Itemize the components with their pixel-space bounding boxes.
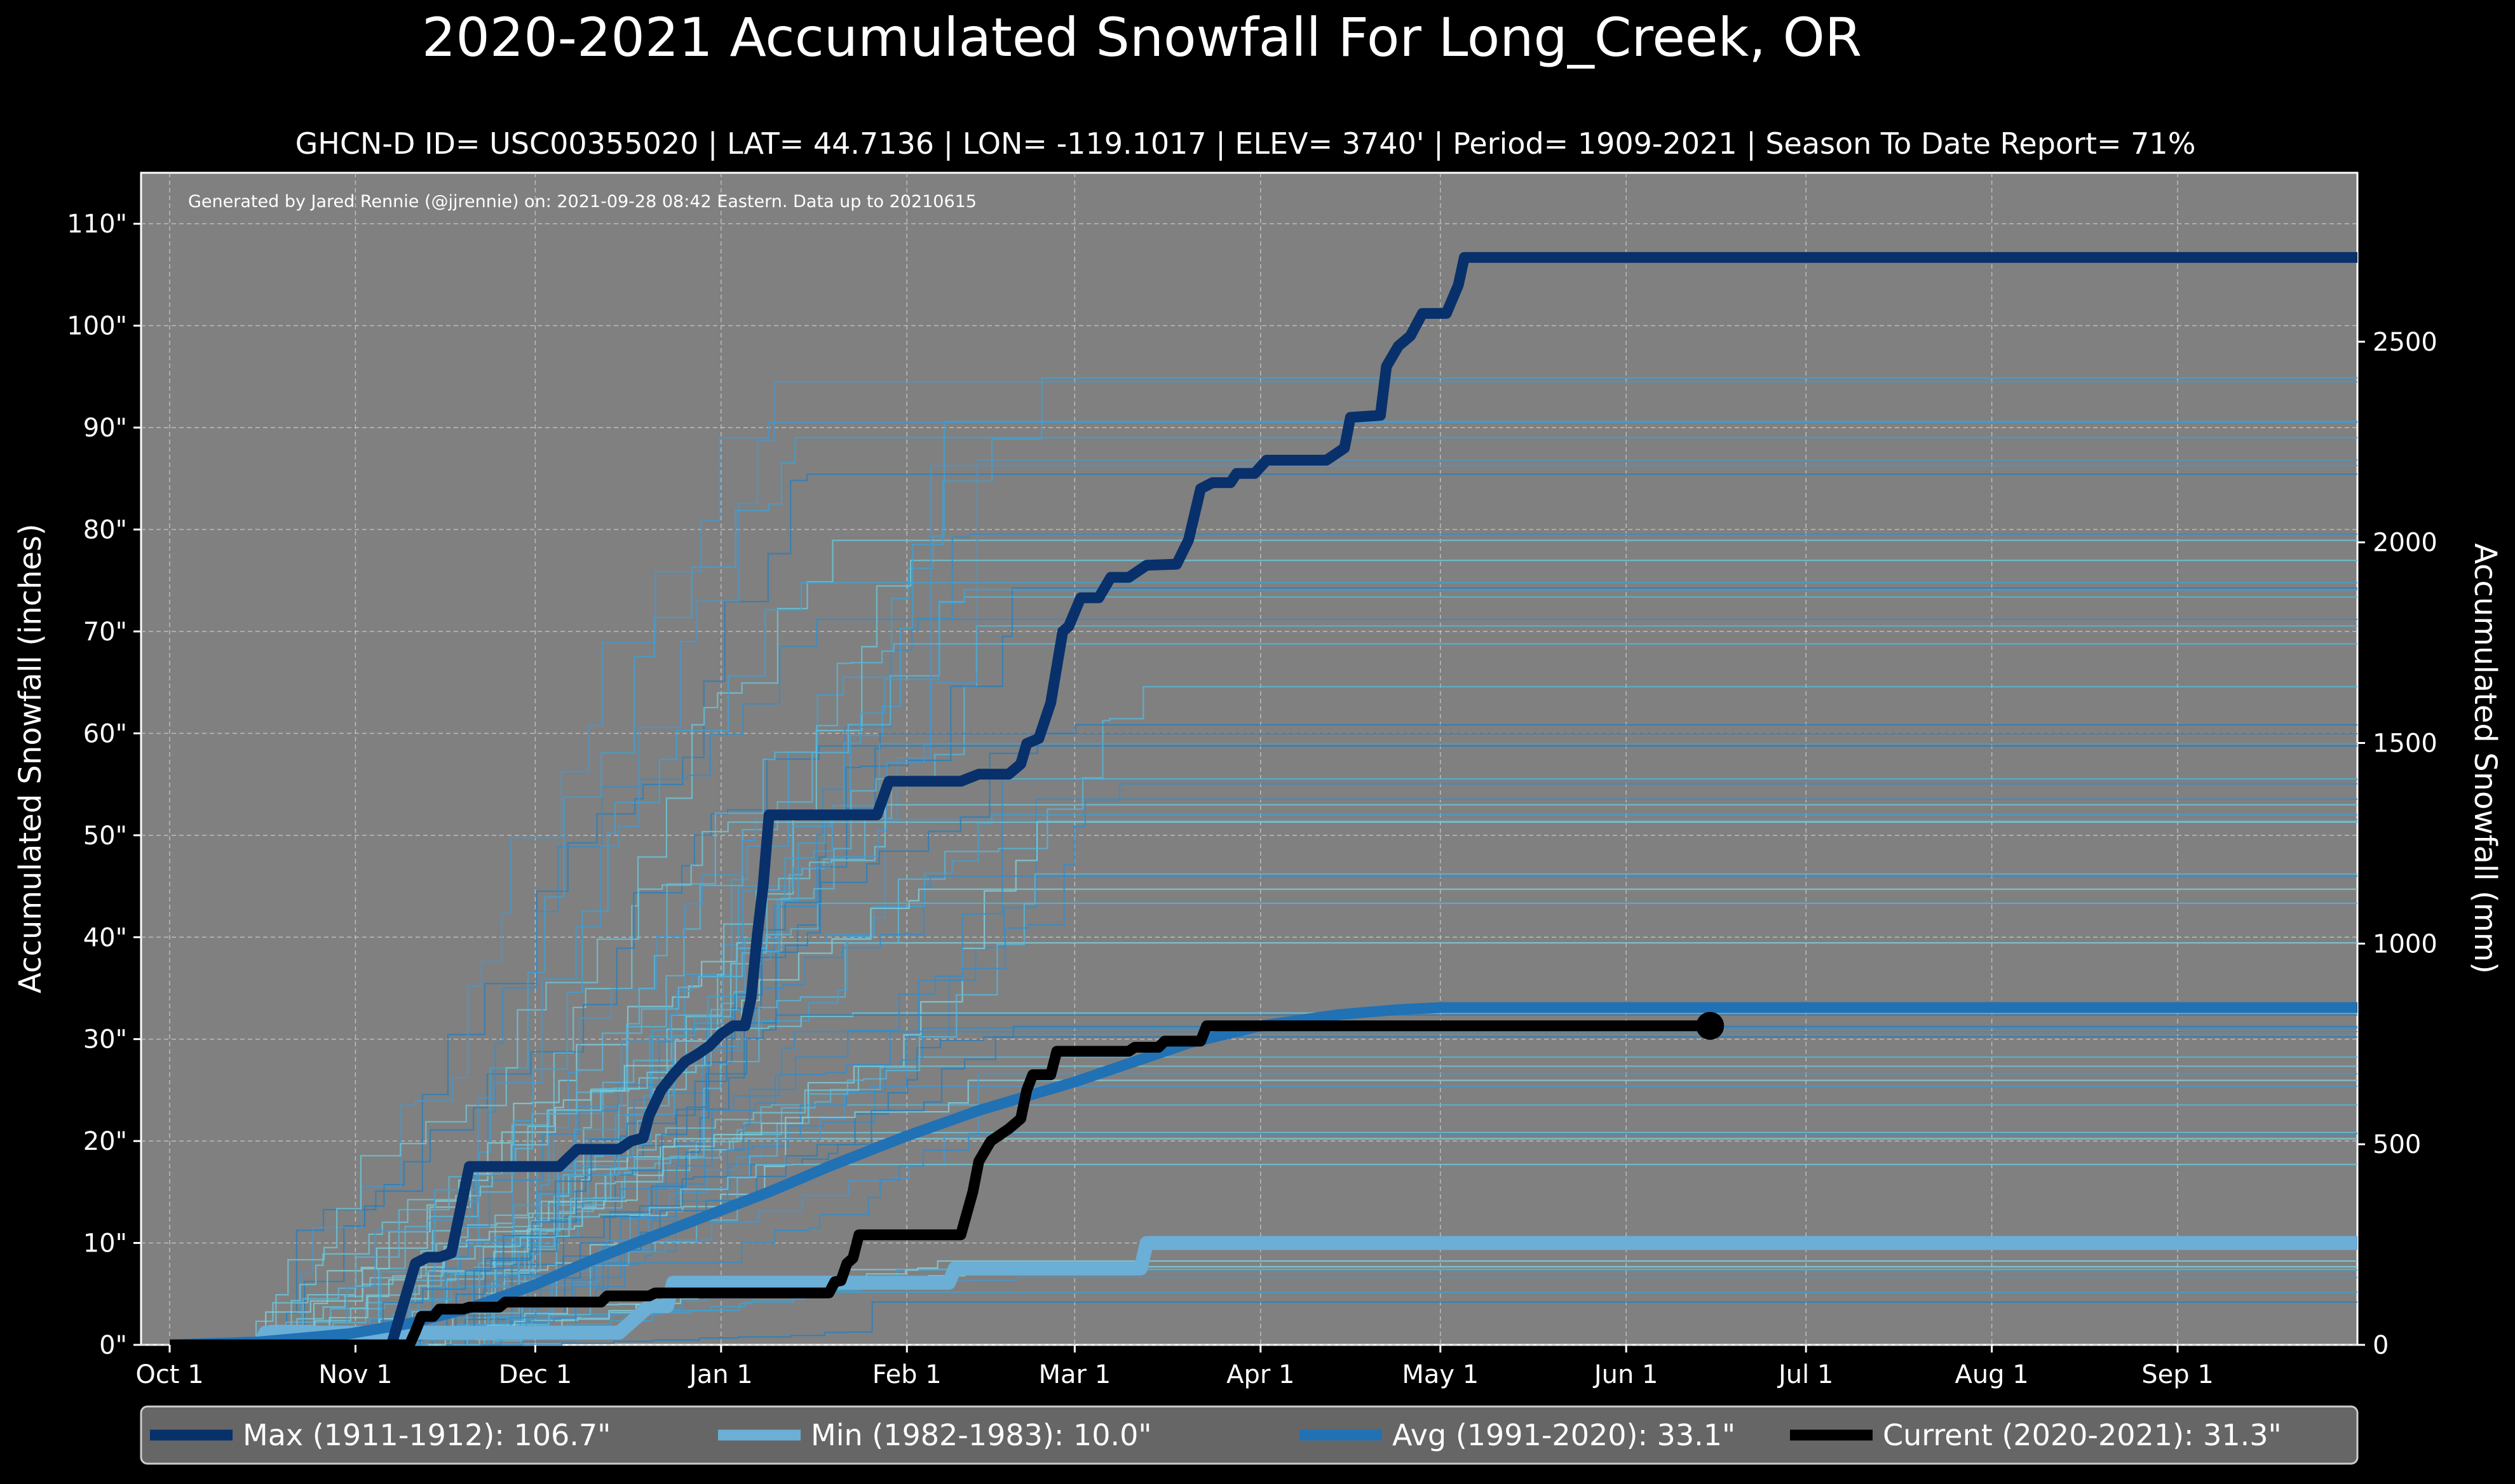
y2-tick-label: 2000 — [2373, 529, 2437, 558]
y2-tick-label: 2500 — [2373, 328, 2437, 357]
x-tick-label: Mar 1 — [1039, 1360, 1111, 1389]
y2-axis-label: Accumulated Snowfall (mm) — [2467, 543, 2503, 974]
historical-season-line — [360, 1085, 2357, 1346]
historical-season-line — [269, 821, 2357, 1346]
plot-area — [140, 172, 2359, 1346]
y-axis-label: Accumulated Snowfall (inches) — [13, 523, 48, 994]
y-axis-left: 0" 10" 20" 30" 40" 50" 60" 70" 80" 90" 100" 110" — [67, 210, 141, 1360]
y2-tick-label: 0 — [2373, 1331, 2389, 1360]
historical-season-line — [269, 421, 2357, 1346]
legend-box — [140, 1405, 2359, 1465]
x-tick-label: Apr 1 — [1226, 1360, 1294, 1389]
y-tick-label: 20" — [83, 1127, 127, 1156]
x-tick-label: May 1 — [1402, 1360, 1479, 1389]
legend-label: Current (2020-2021): 31.3" — [1883, 1418, 2282, 1452]
series-line-max — [170, 252, 2357, 1351]
y-tick-label: 30" — [83, 1025, 127, 1055]
historical-season-line — [271, 473, 2357, 1346]
y-axis-right: 0 500 1000 1500 2000 2500 — [2357, 328, 2437, 1360]
historical-season-line — [356, 582, 2357, 1346]
historical-season-line — [481, 743, 2357, 1346]
y-tick-label: 100" — [67, 312, 127, 341]
y-tick-label: 60" — [83, 719, 127, 748]
series-line-current — [170, 1020, 1711, 1351]
y2-tick-label: 500 — [2373, 1130, 2421, 1159]
historical-season-line — [319, 1025, 2357, 1346]
y-tick-label: 40" — [83, 923, 127, 952]
y-tick-label: 0" — [99, 1331, 127, 1360]
x-tick-label: Aug 1 — [1955, 1360, 2028, 1389]
historical-season-line — [452, 778, 2357, 1346]
historical-season-line — [342, 436, 2357, 1346]
x-tick-label: Dec 1 — [499, 1360, 573, 1389]
chart-title: 2020-2021 Accumulated Snowfall For Long_… — [422, 6, 1862, 69]
series-lines — [169, 252, 2357, 1351]
x-tick-label: Feb 1 — [872, 1360, 942, 1389]
y-tick-label: 70" — [83, 617, 127, 647]
historical-season-line — [364, 421, 2357, 1346]
historical-season-line — [382, 724, 2357, 1346]
historical-season-line — [297, 381, 2357, 1346]
chart-subtitle: GHCN-D ID= USC00355020 | LAT= 44.7136 | … — [295, 126, 2196, 161]
y-tick-label: 80" — [83, 516, 127, 545]
y2-tick-label: 1500 — [2373, 729, 2437, 759]
current-endpoint-marker — [1696, 1011, 1725, 1040]
historical-season-line — [250, 888, 2357, 1346]
series-line-min — [253, 1236, 2357, 1348]
x-tick-label: Jan 1 — [688, 1360, 753, 1389]
historical-season-line — [353, 1079, 2357, 1346]
y-tick-label: 50" — [83, 821, 127, 851]
x-tick-label: Nov 1 — [318, 1360, 392, 1389]
x-tick-label: Jun 1 — [1592, 1360, 1658, 1389]
legend-label: Avg (1991-2020): 33.1" — [1392, 1418, 1735, 1452]
y2-tick-label: 1000 — [2373, 929, 2437, 959]
y-tick-label: 110" — [67, 210, 127, 239]
x-tick-label: Jul 1 — [1777, 1360, 1833, 1389]
historical-season-line — [258, 1163, 2357, 1346]
historical-season-line — [256, 1138, 2357, 1346]
historical-season-line — [373, 464, 2357, 1346]
y-tick-label: 90" — [83, 414, 127, 443]
legend-label: Min (1982-1983): 10.0" — [811, 1418, 1152, 1452]
historical-season-line — [386, 818, 2357, 1346]
x-axis: Oct 1 Nov 1 Dec 1 Jan 1 Feb 1 Mar 1 Apr 1 May 1… — [135, 1345, 2214, 1389]
legend: Max (1911-1912): 106.7" Min (1982-1983): … — [150, 1418, 2282, 1452]
legend-label: Max (1911-1912): 106.7" — [243, 1418, 611, 1452]
y-tick-label: 10" — [83, 1229, 127, 1258]
historical-season-line — [437, 539, 2357, 1346]
x-tick-label: Oct 1 — [135, 1360, 203, 1389]
x-tick-label: Sep 1 — [2141, 1360, 2214, 1389]
historical-season-line — [233, 1131, 2357, 1346]
historical-season-line — [269, 902, 2357, 1346]
historical-season-line — [389, 1036, 2357, 1346]
credit-annotation: Generated by Jared Rennie (@jjrennie) on… — [188, 192, 977, 212]
historical-season-line — [416, 618, 2357, 1346]
historical-season-line — [493, 1301, 2357, 1346]
historical-season-line — [447, 779, 2357, 1346]
